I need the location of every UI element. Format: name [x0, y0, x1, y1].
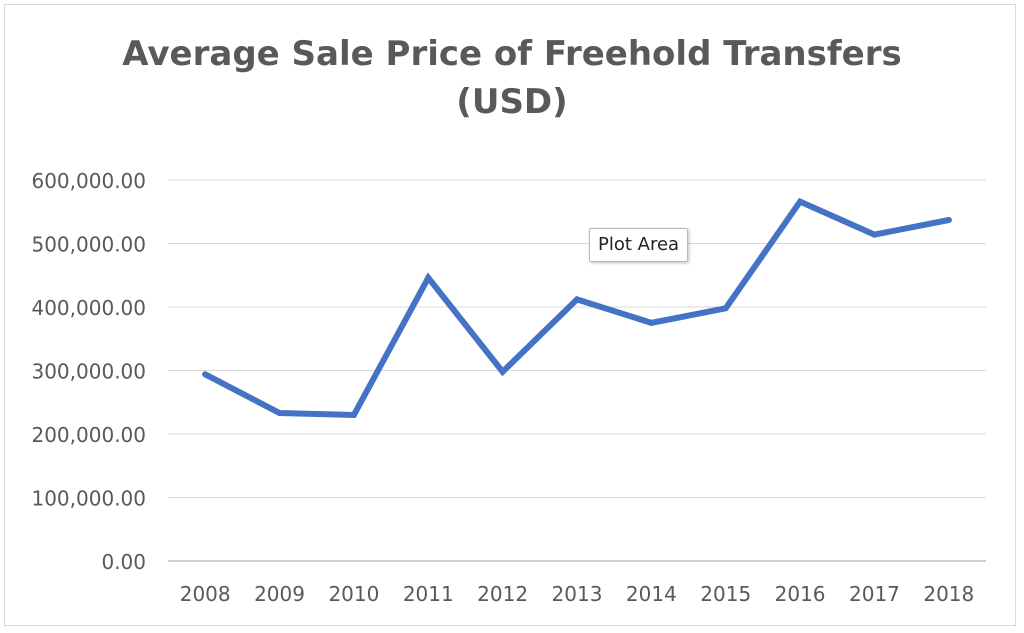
data-point[interactable]	[202, 371, 209, 378]
x-tick-label: 2017	[849, 582, 900, 606]
data-point[interactable]	[648, 319, 655, 326]
y-tick-label: 600,000.00	[31, 169, 146, 193]
chart-frame	[4, 4, 1016, 626]
x-tick-label: 2013	[552, 582, 603, 606]
data-point[interactable]	[871, 231, 878, 238]
x-tick-label: 2008	[180, 582, 231, 606]
plot-area-tooltip: Plot Area	[589, 228, 689, 262]
x-tick-label: 2012	[477, 582, 528, 606]
y-tick-label: 500,000.00	[31, 233, 146, 257]
gridlines	[168, 179, 986, 498]
series-line[interactable]	[202, 197, 952, 418]
data-point[interactable]	[276, 410, 283, 417]
data-point[interactable]	[350, 411, 357, 418]
y-tick-label: 200,000.00	[31, 423, 146, 447]
y-tick-label: 300,000.00	[31, 360, 146, 384]
chart-title-line-2: (USD)	[456, 82, 568, 122]
data-point[interactable]	[797, 198, 804, 205]
data-point[interactable]	[499, 368, 506, 375]
x-tick-label: 2018	[923, 582, 974, 606]
x-tick-label: 2014	[626, 582, 677, 606]
y-tick-label: 400,000.00	[31, 296, 146, 320]
chart-title: Average Sale Price of Freehold Transfers…	[0, 30, 1024, 126]
x-tick-label: 2015	[700, 582, 751, 606]
series-layer	[202, 197, 952, 418]
data-point[interactable]	[722, 305, 729, 312]
x-tick-label: 2016	[775, 582, 826, 606]
data-point[interactable]	[425, 274, 432, 281]
y-tick-label: 100,000.00	[31, 487, 146, 511]
data-point[interactable]	[945, 217, 952, 224]
x-tick-label: 2009	[254, 582, 305, 606]
y-tick-label: 0.00	[101, 550, 146, 574]
chart-title-line-1: Average Sale Price of Freehold Transfers	[122, 34, 902, 74]
x-tick-label: 2010	[328, 582, 379, 606]
x-tick-label: 2011	[403, 582, 454, 606]
tick-labels: 0.00 100,000.00 200,000.00 300,000.00 400,00…	[31, 169, 974, 606]
data-point[interactable]	[574, 296, 580, 303]
